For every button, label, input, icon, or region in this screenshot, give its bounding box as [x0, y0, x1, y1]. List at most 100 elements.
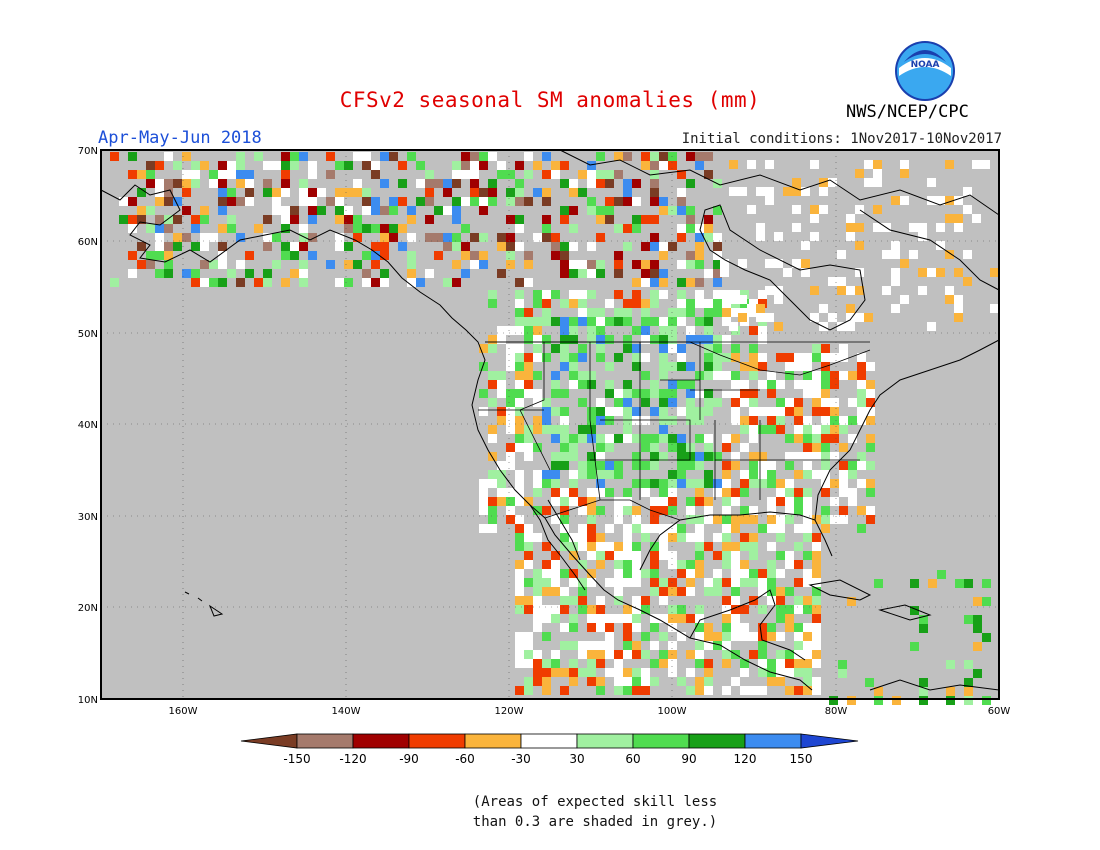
anomaly-cell — [713, 299, 722, 308]
anomaly-cell — [677, 344, 686, 353]
anomaly-cell — [839, 425, 848, 434]
anomaly-cell — [524, 260, 533, 269]
anomaly-cell — [479, 524, 488, 533]
anomaly-cell — [578, 290, 587, 299]
anomaly-cell — [515, 605, 524, 614]
anomaly-cell — [650, 461, 659, 470]
anomaly-cell — [551, 371, 560, 380]
anomaly-cell — [569, 260, 578, 269]
anomaly-cell — [218, 206, 227, 215]
anomaly-cell — [506, 197, 515, 206]
anomaly-cell — [819, 187, 828, 196]
anomaly-cell — [515, 425, 524, 434]
anomaly-cell — [839, 515, 848, 524]
anomaly-cell — [919, 687, 928, 696]
anomaly-cell — [641, 632, 650, 641]
colorbar-label: -120 — [339, 752, 366, 766]
anomaly-cell — [659, 650, 668, 659]
anomaly-cell — [128, 251, 137, 260]
anomaly-cell — [488, 425, 497, 434]
anomaly-cell — [722, 560, 731, 569]
anomaly-cell — [892, 696, 901, 705]
anomaly-cell — [137, 260, 146, 269]
anomaly-cell — [677, 233, 686, 242]
anomaly-cell — [704, 434, 713, 443]
anomaly-cell — [605, 488, 614, 497]
anomaly-cell — [918, 223, 927, 232]
anomaly-cell — [605, 632, 614, 641]
anomaly-cell — [767, 659, 776, 668]
anomaly-cell — [533, 677, 542, 686]
anomaly-cell — [416, 278, 425, 287]
anomaly-cell — [857, 353, 866, 362]
anomaly-cell — [803, 434, 812, 443]
anomaly-cell — [650, 479, 659, 488]
anomaly-cell — [587, 659, 596, 668]
anomaly-cell — [641, 269, 650, 278]
anomaly-cell — [551, 497, 560, 506]
anomaly-cell — [794, 362, 803, 371]
anomaly-cell — [821, 488, 830, 497]
anomaly-cell — [722, 578, 731, 587]
anomaly-cell — [918, 268, 927, 277]
anomaly-cell — [632, 641, 641, 650]
anomaly-cell — [874, 579, 883, 588]
anomaly-cell — [344, 260, 353, 269]
anomaly-cell — [578, 668, 587, 677]
anomaly-cell — [776, 659, 785, 668]
anomaly-cell — [263, 233, 272, 242]
anomaly-cell — [533, 596, 542, 605]
anomaly-cell — [623, 308, 632, 317]
anomaly-cell — [900, 295, 909, 304]
anomaly-cell — [758, 641, 767, 650]
anomaly-cell — [812, 407, 821, 416]
anomaly-cell — [767, 632, 776, 641]
colorbar-label: 150 — [790, 752, 813, 766]
anomaly-cell — [326, 152, 335, 161]
anomaly-cell — [281, 161, 290, 170]
colorbar-low-arrow — [240, 733, 298, 749]
anomaly-cell — [371, 206, 380, 215]
anomaly-cell — [245, 197, 254, 206]
anomaly-cell — [758, 632, 767, 641]
anomaly-cell — [587, 416, 596, 425]
anomaly-cell — [533, 479, 542, 488]
anomaly-cell — [866, 362, 875, 371]
anomaly-cell — [659, 479, 668, 488]
anomaly-cell — [776, 524, 785, 533]
anomaly-cell — [776, 587, 785, 596]
anomaly-cell — [749, 416, 758, 425]
anomaly-cell — [587, 170, 596, 179]
anomaly-cell — [560, 434, 569, 443]
anomaly-cell — [722, 524, 731, 533]
anomaly-cell — [765, 187, 774, 196]
anomaly-cell — [659, 335, 668, 344]
anomaly-cell — [569, 623, 578, 632]
anomaly-cell — [515, 179, 524, 188]
anomaly-cell — [774, 295, 783, 304]
anomaly-cell — [954, 214, 963, 223]
anomaly-cell — [515, 497, 524, 506]
colorbar-box — [688, 733, 746, 749]
anomaly-cell — [236, 278, 245, 287]
anomaly-cell — [524, 335, 533, 344]
anomaly-cell — [677, 170, 686, 179]
anomaly-cell — [756, 223, 765, 232]
anomaly-cell — [200, 278, 209, 287]
anomaly-cell — [803, 380, 812, 389]
anomaly-cell — [155, 224, 164, 233]
anomaly-cell — [839, 371, 848, 380]
anomaly-cell — [686, 407, 695, 416]
anomaly-cell — [623, 317, 632, 326]
colorbar-box — [576, 733, 634, 749]
anomaly-cell — [578, 398, 587, 407]
anomaly-cell — [290, 206, 299, 215]
anomaly-cell — [821, 407, 830, 416]
anomaly-cell — [641, 488, 650, 497]
anomaly-cell — [857, 380, 866, 389]
anomaly-cell — [677, 278, 686, 287]
anomaly-cell — [695, 614, 704, 623]
anomaly-cell — [569, 269, 578, 278]
anomaly-cell — [443, 206, 452, 215]
anomaly-cell — [740, 488, 749, 497]
